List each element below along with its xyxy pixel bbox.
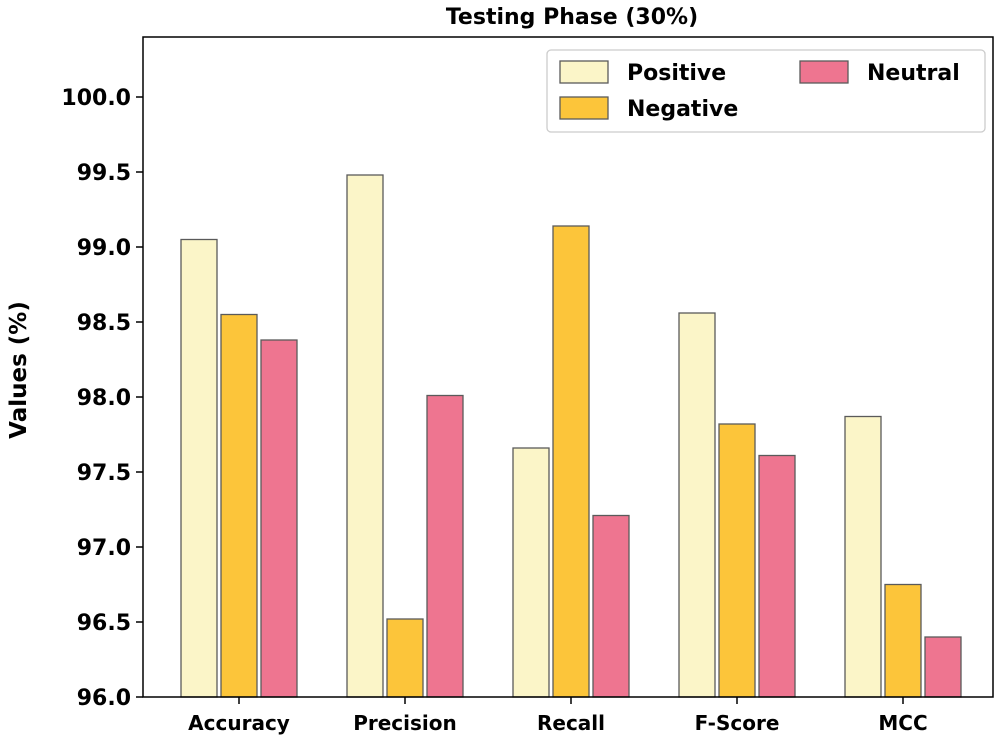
y-axis-title: Values (%) [6, 301, 32, 439]
x-tick-label: Precision [353, 711, 457, 735]
bar-neutral-mcc [924, 636, 962, 698]
y-tick-label: 99.5 [77, 161, 131, 186]
bar-negative-f-score [718, 423, 756, 698]
bar-negative-accuracy [220, 313, 258, 698]
x-axis-ticks: Accuracy Precision Recall F-Score MCC [188, 697, 928, 735]
bar-positive-mcc [844, 415, 882, 698]
bar-positive-precision [346, 174, 384, 698]
x-tick-label: F-Score [695, 711, 780, 735]
bar-positive-f-score [678, 312, 716, 698]
bar-negative-precision [386, 618, 424, 698]
bar-positive-recall [512, 447, 550, 698]
y-tick-label: 98.0 [77, 386, 131, 411]
legend-box [546, 49, 986, 133]
bar-neutral-precision [426, 394, 464, 698]
y-tick-label: 99.0 [77, 236, 131, 261]
y-tick-label: 100.0 [61, 86, 131, 111]
legend-swatch-negative [559, 96, 609, 120]
legend-label-negative: Negative [627, 97, 738, 122]
y-tick-label: 96.0 [77, 686, 131, 711]
y-tick-label: 98.5 [77, 311, 131, 336]
legend-swatch-neutral [799, 60, 849, 84]
chart-title: Testing Phase (30%) [446, 5, 698, 30]
y-tick-label: 96.5 [77, 611, 131, 636]
legend-label-neutral: Neutral [867, 61, 960, 86]
bar-neutral-accuracy [260, 339, 298, 698]
x-tick-label: Accuracy [188, 711, 290, 735]
y-tick-label: 97.0 [77, 536, 131, 561]
legend: Positive Negative Neutral [546, 49, 986, 133]
bar-negative-mcc [884, 583, 922, 698]
plot-frame [142, 36, 994, 698]
bar-neutral-f-score [758, 454, 796, 698]
legend-swatch-positive [559, 60, 609, 84]
y-axis-ticks: 96.0 96.5 97.0 97.5 98.0 98.5 99.0 99.5 100.0 [61, 86, 143, 711]
legend-label-positive: Positive [627, 61, 726, 86]
x-tick-label: MCC [878, 711, 927, 735]
bar-positive-accuracy [180, 238, 218, 698]
x-tick-label: Recall [537, 711, 605, 735]
bar-negative-recall [552, 225, 590, 698]
bars-layer [180, 174, 962, 698]
bar-neutral-recall [592, 514, 630, 698]
y-tick-label: 97.5 [77, 461, 131, 486]
